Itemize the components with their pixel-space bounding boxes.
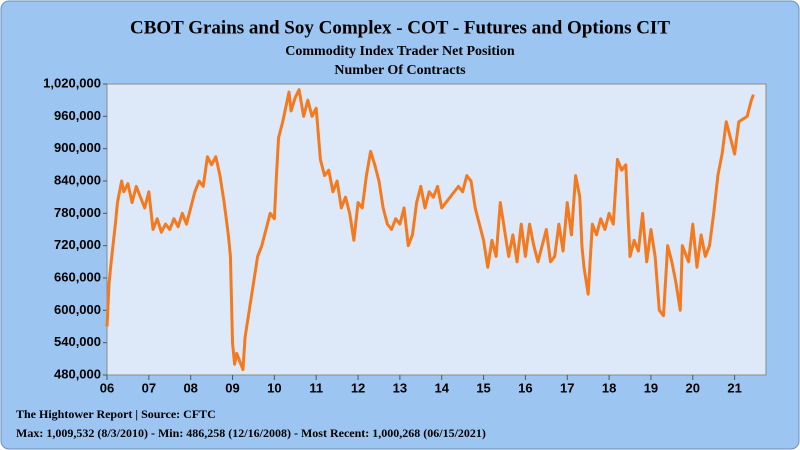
x-tick-label: 15 [476,380,490,395]
x-tick-label: 08 [183,380,197,395]
x-tick-label: 10 [267,380,281,395]
plot-area [106,83,767,376]
chart-title: CBOT Grains and Soy Complex - COT - Futu… [130,17,670,38]
x-tick-label: 11 [309,380,323,395]
y-tick-label: 1,020,000 [43,75,101,90]
stats-note: Max: 1,009,532 (8/3/2010) - Min: 486,258… [16,426,486,440]
chart-subtitle: Commodity Index Trader Net Position [285,44,515,59]
x-tick-label: 07 [142,380,156,395]
y-tick-label: 780,000 [54,205,101,220]
y-tick-label: 660,000 [54,269,101,284]
data-line [105,88,755,372]
x-tick-label: 13 [393,380,407,395]
y-tick-label: 480,000 [54,366,101,381]
x-tick-label: 19 [644,380,658,395]
x-tick-label: 12 [351,380,365,395]
chart-subtitle: Number Of Contracts [334,63,466,78]
x-tick-label: 20 [686,380,700,395]
y-tick-label: 600,000 [54,302,101,317]
x-tick-label: 18 [602,380,616,395]
y-tick-label: 840,000 [54,172,101,187]
x-tick-label: 17 [560,380,574,395]
y-tick-label: 960,000 [54,108,101,123]
x-tick-label: 06 [100,380,114,395]
x-tick-label: 09 [225,380,239,395]
y-tick-label: 540,000 [54,334,101,349]
x-tick-label: 16 [518,380,532,395]
source-note: The Hightower Report | Source: CFTC [16,407,216,421]
y-tick-label: 720,000 [54,237,101,252]
y-tick-label: 900,000 [54,140,101,155]
x-tick-label: 21 [727,380,741,395]
x-tick-label: 14 [434,380,449,395]
